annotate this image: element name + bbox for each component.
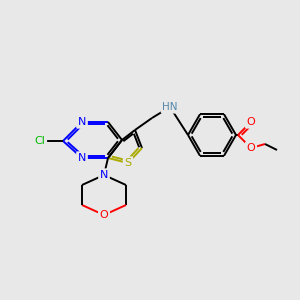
Text: S: S xyxy=(124,158,132,168)
Text: HN: HN xyxy=(162,102,178,112)
Text: O: O xyxy=(247,143,255,153)
Text: N: N xyxy=(100,170,108,180)
Text: N: N xyxy=(78,117,86,127)
Text: O: O xyxy=(247,117,255,127)
Text: N: N xyxy=(78,153,86,163)
Text: O: O xyxy=(100,210,108,220)
Text: Cl: Cl xyxy=(34,136,45,146)
